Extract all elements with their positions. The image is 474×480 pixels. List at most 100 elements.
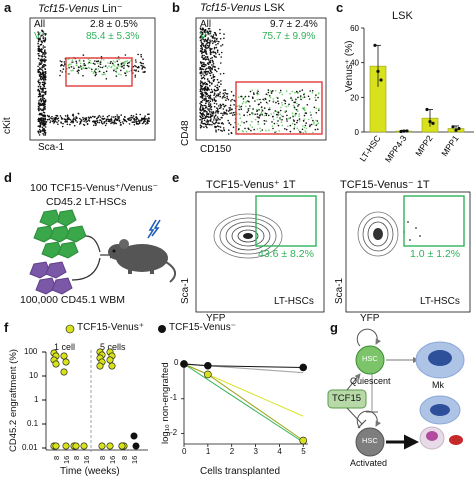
c-point	[402, 129, 406, 133]
f-engraftment-point	[80, 442, 88, 450]
panel-g-mk: Mk	[432, 380, 444, 390]
f-right-ytick-label: -1	[170, 392, 178, 402]
hsc-activated-icon	[355, 427, 385, 457]
irradiation-icon	[147, 219, 161, 239]
panel-label-f: f	[4, 320, 9, 335]
f-series-point	[204, 361, 212, 370]
c-point	[431, 121, 435, 125]
panel-e-right-value: 1.0 ± 1.2%	[410, 248, 461, 260]
c-point	[454, 128, 458, 132]
progenitor-cells-icon	[419, 395, 463, 450]
f-right-xtick-label: 1	[205, 447, 211, 456]
panel-e-left-title: TCF15-Venus⁺ 1T	[206, 179, 296, 191]
panel-d-line2: CD45.2 LT-HSCs	[46, 196, 127, 208]
f-series-point	[204, 370, 212, 379]
f-engraftment-point	[96, 362, 104, 370]
panel-e-right-xlabel: YFP	[360, 313, 380, 324]
panel-a-all-value: 2.8 ± 0.5%	[90, 19, 138, 30]
panel-e-left-value: 43.6 ± 8.2%	[258, 248, 314, 260]
f-engraftment-point	[108, 362, 116, 370]
f-right-xtick-label: 5	[301, 447, 306, 456]
panel-b-title: Tcf15-Venus LSK	[200, 2, 285, 14]
panel-f-group2: 5 cells	[100, 342, 126, 352]
panel-g-quiescent: Quiescent	[350, 376, 391, 386]
panel-e-left-xlabel: YFP	[206, 313, 226, 324]
c-ytick-label: 20	[350, 93, 359, 102]
panel-f-legend-neg: TCF15-Venus⁻	[169, 322, 236, 333]
panel-a-v-label: V⁺	[34, 31, 46, 42]
panel-g-activated: Activated	[350, 458, 388, 468]
f-engraftment-point	[132, 442, 140, 450]
f-engraftment-point	[52, 442, 60, 450]
panel-f-ytick-10: 10	[29, 371, 38, 380]
f-right-xtick-label: 4	[277, 447, 282, 456]
panel-c-title: LSK	[392, 10, 413, 22]
f-engraftment-point	[98, 442, 106, 450]
f-engraftment-point	[60, 368, 68, 376]
panel-g-hsc-bottom: HSC	[362, 436, 378, 445]
c-point	[379, 78, 383, 82]
f-engraftment-point	[52, 360, 60, 368]
f-engraftment-point	[62, 358, 70, 366]
panel-e-right-gate-label: LT-HSCs	[420, 296, 460, 307]
panel-label-a: a	[4, 0, 12, 15]
f-engraftment-point	[106, 442, 114, 450]
f-right-xtick-label: 2	[229, 447, 235, 456]
panel-b-v-value: 75.7 ± 9.9%	[262, 31, 316, 42]
panel-label-e: e	[172, 170, 180, 185]
panel-f-ytick-1: 1	[34, 395, 39, 404]
panel-f-ytick-001: 0.01	[22, 443, 38, 452]
purple-cells-icon	[29, 261, 73, 295]
panel-e-left-contour	[213, 213, 283, 259]
panel-b-gate	[235, 81, 323, 135]
panel-d-line1: 100 TCF15-Venus⁺/Venus⁻	[30, 182, 159, 194]
panel-label-c: c	[336, 0, 344, 15]
panel-d-line3: 100,000 CD45.1 WBM	[20, 294, 126, 306]
f-ci-line	[183, 363, 304, 443]
panel-label-g: g	[330, 320, 338, 335]
panel-f-legend-pos: TCF15-Venus⁺	[77, 322, 144, 333]
panel-label-d: d	[4, 170, 12, 185]
panel-b-all-label: All	[200, 19, 212, 30]
panel-e-right-gate	[403, 195, 465, 247]
c-point	[376, 69, 380, 73]
f-engraftment-point	[130, 432, 138, 440]
mouse-icon	[108, 239, 177, 283]
c-ytick-label: 60	[350, 24, 359, 33]
f-engraftment-point	[62, 442, 70, 450]
panel-g-hsc-top: HSC	[362, 354, 378, 363]
c-point	[451, 125, 455, 129]
c-point	[373, 43, 377, 47]
c-point	[399, 129, 403, 134]
c-ytick-label: 0	[355, 128, 360, 137]
c-ytick-label: 40	[350, 59, 359, 68]
panel-a-all-label: All	[34, 19, 46, 30]
c-point	[428, 120, 432, 124]
panel-g-tcf15: TCF15	[332, 393, 362, 404]
panel-f-right-xlabel: Cells transplanted	[200, 466, 281, 477]
c-point	[457, 126, 461, 131]
f-right-ytick-label: -2	[170, 427, 178, 437]
green-cells-icon	[33, 209, 87, 259]
panel-f-group1: 1 cell	[54, 342, 76, 352]
f-right-xtick-label: 0	[182, 447, 187, 456]
panel-a-gate	[65, 57, 133, 87]
f-engraftment-point	[118, 442, 126, 450]
f-engraftment-point	[72, 442, 80, 450]
merge-arrow-icon	[71, 235, 101, 281]
panel-e-right-contour	[357, 211, 421, 257]
panel-e-left-gate	[255, 195, 317, 247]
panel-label-b: b	[172, 0, 180, 15]
c-point	[405, 129, 409, 133]
panel-b-xlabel: CD150	[200, 144, 232, 155]
f-series-point	[299, 363, 308, 372]
f-right-xtick-label: 3	[253, 447, 258, 456]
